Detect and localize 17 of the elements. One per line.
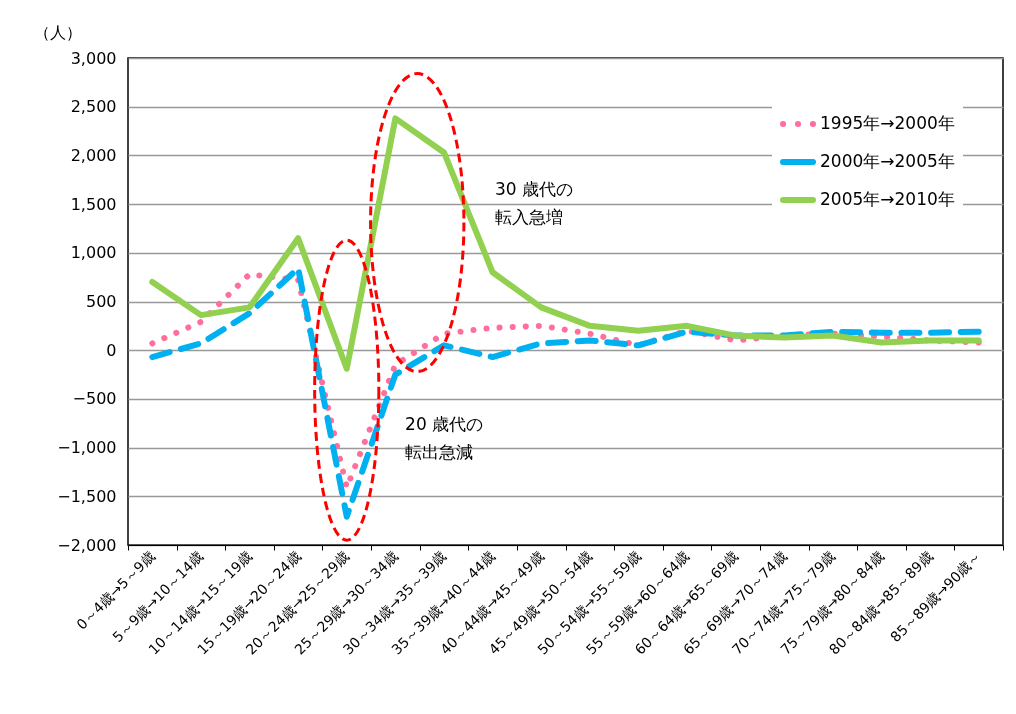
legend-label: 2000年→2005年	[820, 151, 955, 171]
y-tick-label: 0	[106, 340, 117, 360]
legend-label: 2005年→2010年	[820, 189, 955, 209]
y-tick-label: −1,500	[57, 486, 117, 506]
y-tick-label: 2,000	[70, 145, 117, 165]
annotation: 20 歳代の転出急減	[405, 412, 485, 464]
y-tick-label: −500	[72, 389, 117, 409]
y-tick-label: 1,000	[70, 243, 117, 263]
y-tick-label: −2,000	[57, 535, 117, 555]
y-tick-label: 3,000	[70, 48, 117, 68]
y-tick-label: 500	[85, 292, 117, 311]
y-tick-label: 1,500	[70, 194, 117, 214]
legend-label: 1995年→2000年	[820, 113, 955, 133]
annotation: 30 歳代の転入急増	[495, 177, 575, 229]
y-tick-label: 2,500	[70, 97, 117, 117]
y-axis-title: （人）	[33, 22, 82, 42]
y-tick-label: −1,000	[57, 438, 117, 458]
